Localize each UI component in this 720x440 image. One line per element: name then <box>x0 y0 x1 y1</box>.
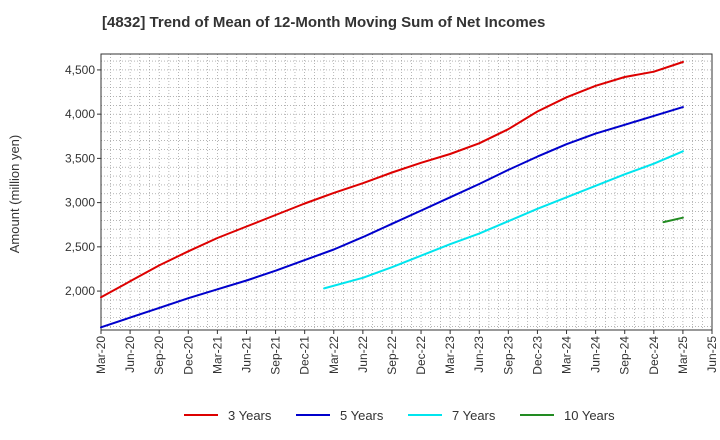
x-tick-label: Dec-21 <box>298 336 312 375</box>
x-tick-label: Jun-20 <box>123 336 137 373</box>
x-tick-label: Mar-25 <box>676 336 690 374</box>
x-tick-label: Dec-20 <box>181 336 195 375</box>
x-tick-label: Sep-22 <box>385 336 399 375</box>
y-axis-label: Amount (million yen) <box>7 135 22 254</box>
legend-swatch-10-years <box>520 414 554 416</box>
series-line-5-years <box>100 106 684 329</box>
legend-swatch-7-years <box>408 414 442 416</box>
x-tick-label: Sep-23 <box>501 336 515 375</box>
x-tick-label: Dec-23 <box>530 336 544 375</box>
legend-item-3-years: 3 Years <box>184 404 271 426</box>
x-tick-label: Jun-21 <box>239 336 253 373</box>
legend-item-5-years: 5 Years <box>296 404 383 426</box>
legend: 3 Years 5 Years 7 Years 10 Years <box>0 404 720 426</box>
x-tick-label: Mar-22 <box>327 336 341 374</box>
x-tick-label: Dec-22 <box>414 336 428 375</box>
y-tick-label: 3,000 <box>65 196 95 210</box>
legend-swatch-5-years <box>296 414 330 416</box>
x-tick-label: Dec-24 <box>647 336 661 375</box>
series-line-3-years <box>100 61 684 299</box>
chart-title: [4832] Trend of Mean of 12-Month Moving … <box>102 14 546 31</box>
x-tick-label: Sep-20 <box>152 336 166 375</box>
x-tick-label: Sep-21 <box>269 336 283 375</box>
plot-area <box>101 54 712 330</box>
plot-frame <box>100 53 713 331</box>
y-tick-label: 3,500 <box>65 151 95 165</box>
x-tick-label: Mar-21 <box>210 336 224 374</box>
x-tick-label: Mar-24 <box>560 336 574 374</box>
x-tick-label: Jun-24 <box>589 336 603 373</box>
y-tick-label: 2,000 <box>65 284 95 298</box>
y-tick-label: 4,000 <box>65 107 95 121</box>
x-tick-label: Sep-24 <box>618 336 632 375</box>
series-line-7-years <box>323 150 684 290</box>
legend-label-10-years: 10 Years <box>564 407 615 423</box>
x-tick-label: Mar-23 <box>443 336 457 374</box>
legend-item-10-years: 10 Years <box>520 404 615 426</box>
legend-label-7-years: 7 Years <box>452 407 496 423</box>
legend-swatch-3-years <box>184 414 218 416</box>
y-tick-label: 4,500 <box>65 63 95 77</box>
legend-label-3-years: 3 Years <box>228 407 272 423</box>
x-tick-label: Jun-25 <box>705 336 719 373</box>
x-tick-label: Jun-23 <box>472 336 486 373</box>
y-tick-label: 2,500 <box>65 240 95 254</box>
x-tick-label: Jun-22 <box>356 336 370 373</box>
series-line-10-years <box>662 216 684 224</box>
legend-item-7-years: 7 Years <box>408 404 495 426</box>
legend-label-5-years: 5 Years <box>340 407 384 423</box>
x-tick-label: Mar-20 <box>94 336 108 374</box>
